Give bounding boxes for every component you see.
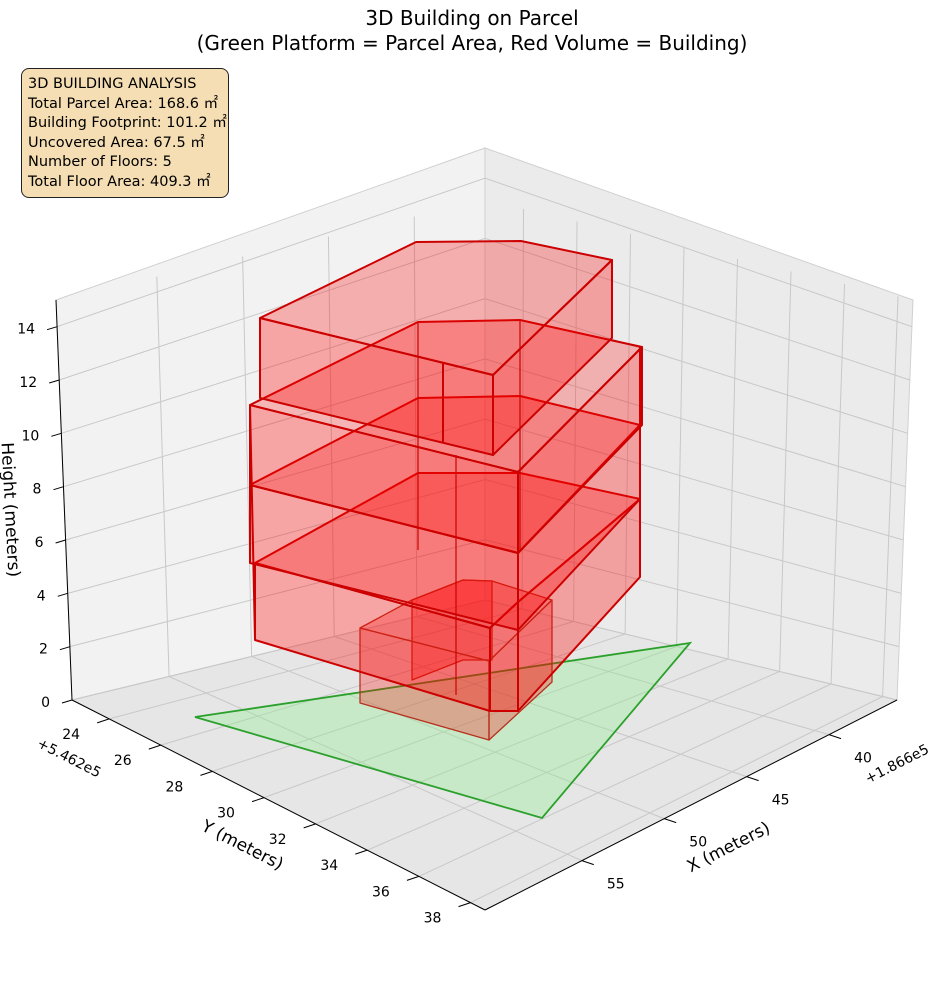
building-volume bbox=[249, 240, 643, 741]
x-grid-line bbox=[156, 276, 583, 862]
z-tick-label: 8 bbox=[33, 482, 42, 498]
y-grid-line bbox=[160, 221, 578, 746]
floor-4-top-face bbox=[249, 319, 643, 473]
z-grid-line bbox=[63, 358, 906, 488]
z-tick-label: 6 bbox=[35, 535, 44, 551]
y-tick-label: 36 bbox=[372, 884, 390, 900]
z-tick bbox=[51, 432, 62, 437]
x-tick-label: 40 bbox=[854, 751, 872, 767]
y-grid-line bbox=[263, 246, 685, 799]
x-offset-label: +1.866e5 bbox=[863, 742, 932, 788]
z-tick-label: 14 bbox=[17, 322, 35, 338]
y-tick-label: 26 bbox=[114, 753, 132, 769]
y-tick bbox=[303, 823, 316, 829]
z-tick-label: 4 bbox=[37, 588, 46, 604]
z-tick-label: 0 bbox=[41, 695, 50, 711]
floor-5-top-face bbox=[259, 240, 613, 376]
building-corner-edge bbox=[249, 404, 256, 641]
z-grid-line bbox=[59, 237, 910, 381]
chart-title: 3D Building on Parcel bbox=[365, 6, 579, 30]
y-grid-line bbox=[367, 271, 792, 851]
y-tick bbox=[458, 902, 471, 908]
y-grid-line bbox=[418, 283, 846, 877]
z-tick bbox=[53, 486, 64, 491]
y-tick-label: 28 bbox=[166, 779, 184, 795]
z-grid-line bbox=[67, 478, 902, 594]
y-tick bbox=[355, 849, 368, 855]
z-axis-line bbox=[55, 299, 73, 701]
y-tick-label: 34 bbox=[320, 858, 338, 874]
info-box: 3D BUILDING ANALYSIS Total Parcel Area: … bbox=[21, 68, 229, 198]
grid-lines bbox=[56, 177, 913, 904]
axis-ticks bbox=[46, 326, 842, 908]
z-tick bbox=[46, 326, 58, 331]
z-tick bbox=[57, 592, 68, 597]
z-grid-line bbox=[61, 298, 908, 434]
x-grid-line bbox=[327, 236, 747, 778]
floor-4 bbox=[249, 319, 643, 554]
x-tick bbox=[746, 776, 759, 782]
x-tick bbox=[581, 860, 594, 866]
z-grid-line bbox=[65, 418, 904, 541]
x-grid-line bbox=[413, 216, 830, 736]
y-tick bbox=[97, 718, 110, 724]
chart-subtitle: (Green Platform = Parcel Area, Red Volum… bbox=[196, 31, 748, 55]
y-tick bbox=[406, 875, 420, 881]
parcel-platform bbox=[194, 641, 693, 820]
x-tick-label: 55 bbox=[607, 877, 625, 893]
y-tick-label: 32 bbox=[269, 832, 287, 848]
x-grid-line bbox=[242, 256, 665, 820]
y-tick bbox=[200, 770, 213, 776]
y-tick-label: 30 bbox=[217, 806, 235, 822]
y-grid-line bbox=[315, 258, 739, 825]
z-grid-line bbox=[69, 539, 900, 648]
y-grid-line bbox=[212, 233, 632, 772]
x-tick bbox=[828, 734, 842, 740]
x-tick bbox=[664, 818, 677, 824]
info-box-line: Building Footprint: 101.2 ㎡ bbox=[28, 115, 227, 131]
z-tick-label: 10 bbox=[22, 428, 40, 444]
y-tick-label: 38 bbox=[424, 911, 442, 927]
z-tick bbox=[59, 646, 71, 651]
info-box-heading: 3D BUILDING ANALYSIS bbox=[28, 76, 197, 92]
floor-5 bbox=[259, 240, 613, 456]
x-tick-label: 50 bbox=[689, 835, 707, 851]
y-axis-line bbox=[71, 699, 486, 911]
info-box-line: Total Parcel Area: 168.6 ㎡ bbox=[28, 95, 219, 112]
info-box-line: Uncovered Area: 67.5 ㎡ bbox=[28, 134, 205, 151]
z-tick bbox=[61, 699, 73, 704]
x-axis-line bbox=[484, 699, 898, 911]
y-tick bbox=[251, 797, 265, 803]
x-tick-label: 45 bbox=[772, 793, 790, 809]
z-grid-line bbox=[71, 599, 898, 701]
y-tick bbox=[148, 744, 161, 750]
y-grid-line bbox=[109, 208, 525, 720]
z-axis-label: Height (meters) bbox=[0, 442, 24, 578]
z-tick bbox=[55, 539, 66, 544]
z-tick-label: 12 bbox=[19, 375, 37, 391]
z-grid-line bbox=[56, 177, 913, 328]
axis-lines bbox=[55, 299, 898, 911]
info-box-line: Total Floor Area: 409.3 ㎡ bbox=[28, 173, 211, 190]
z-tick-label: 2 bbox=[39, 642, 48, 658]
y-tick-label: 24 bbox=[62, 727, 80, 743]
info-box-line: Number of Floors: 5 bbox=[28, 154, 172, 170]
y-grid-line bbox=[470, 296, 899, 904]
z-tick bbox=[49, 379, 60, 384]
